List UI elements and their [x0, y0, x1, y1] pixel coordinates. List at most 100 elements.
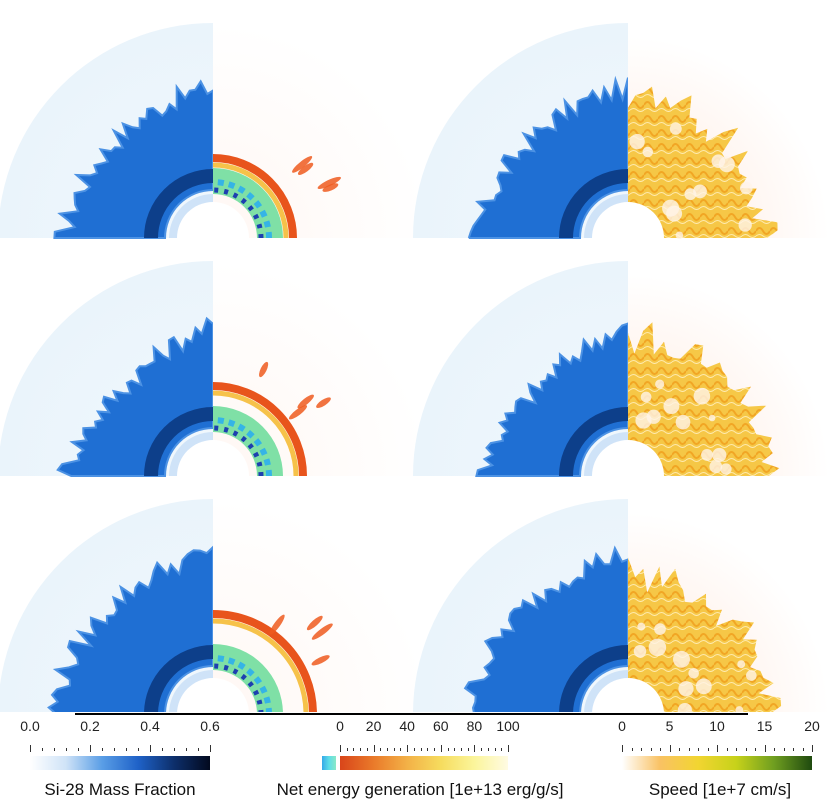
- energy-background-wedge: [213, 261, 428, 476]
- energy-cool-ring: [212, 179, 272, 239]
- colorbar-major-tick: [373, 745, 375, 752]
- si28-inner-ring: [559, 645, 629, 715]
- core-center: [177, 202, 213, 238]
- colorbar-minor-tick: [102, 748, 103, 751]
- speed-colorbar-title: Speed [1e+7 cm/s]: [648, 780, 792, 799]
- colorbar-minor-tick: [126, 748, 127, 751]
- colorbar-minor-tick: [162, 748, 163, 751]
- speed-eddy: [675, 231, 684, 240]
- colorbar-minor-tick: [42, 748, 43, 751]
- energy-flame-front: [212, 382, 307, 477]
- colorbar-minor-tick: [707, 748, 709, 751]
- speed-eddy: [662, 199, 680, 217]
- colorbar-minor-tick: [413, 748, 415, 751]
- colorbar-minor-tick: [380, 748, 382, 751]
- energy-wisp: [316, 397, 331, 408]
- energy-colorbar-title: Net energy generation [1e+13 erg/g/s]: [276, 780, 564, 799]
- colorbar-minor-tick: [198, 748, 199, 751]
- speed-turbulent-region: [628, 86, 778, 238]
- energy-core-center: [213, 440, 249, 476]
- speed-eddy: [693, 387, 711, 405]
- colorbar-minor-tick: [78, 748, 79, 751]
- speed-eddy: [675, 414, 691, 430]
- colorbar-minor-tick: [481, 748, 483, 751]
- colorbar-minor-tick: [454, 748, 456, 751]
- colorbar-minor-tick: [360, 748, 362, 751]
- speed-eddy: [708, 414, 716, 422]
- core-center: [592, 678, 628, 714]
- colorbar-major-tick: [150, 745, 151, 752]
- energy-colorbar-gradient: [340, 756, 508, 770]
- colorbar-tick-label: 20: [804, 718, 820, 734]
- simulation-panels-svg: [0, 23, 829, 718]
- colorbar-major-tick: [669, 745, 671, 752]
- colorbar-minor-tick: [650, 748, 652, 751]
- colorbar-tick-label: 0.2: [80, 718, 100, 734]
- quarter-panel: [413, 23, 829, 240]
- colorbar-tick-label: 0: [336, 718, 344, 734]
- colorbar-major-tick: [440, 745, 442, 752]
- energy-wisp: [259, 361, 269, 378]
- si28-inner-ring: [144, 169, 214, 239]
- energy-core-center: [213, 678, 249, 714]
- speed-eddy: [678, 681, 694, 697]
- speed-eddy: [640, 391, 652, 403]
- energy-wisp: [306, 615, 323, 631]
- quarter-panel: [0, 261, 428, 477]
- quarter-panel: [0, 23, 428, 239]
- colorbar-tick-label: 100: [496, 718, 520, 734]
- energy-background-wedge: [213, 499, 428, 714]
- colorbar-minor-tick: [387, 748, 389, 751]
- colorbar-major-tick: [508, 745, 509, 752]
- energy-wisp: [311, 655, 330, 666]
- speed-eddy: [635, 412, 652, 429]
- energy-flame-inner: [212, 162, 289, 239]
- colorbar-minor-tick: [138, 748, 139, 751]
- simulation-panel-grid: [0, 23, 829, 718]
- si28-colorbar-gradient: [30, 756, 210, 770]
- colorbar-minor-tick: [427, 748, 429, 751]
- speed-eddy: [673, 650, 690, 668]
- colorbar-tick-label: 0.6: [200, 718, 220, 734]
- colorbar-major-tick: [407, 745, 409, 752]
- energy-flame-front: [212, 610, 317, 715]
- speed-eddy: [654, 623, 666, 635]
- core-center: [592, 440, 628, 476]
- speed-turbulent-region: [628, 557, 782, 714]
- colorbar-minor-tick: [501, 748, 503, 751]
- energy-core-center: [213, 202, 249, 238]
- colorbar-minor-tick: [745, 748, 747, 751]
- colorbar-minor-tick: [688, 748, 690, 751]
- si28-inner-ring: [144, 407, 214, 477]
- speed-eddy: [633, 644, 647, 658]
- energy-wisp: [317, 176, 342, 189]
- energy-tick-row: [322, 736, 509, 752]
- energy-negative-swatch: [322, 756, 336, 770]
- colorbar-tick-label: 80: [466, 718, 483, 734]
- si28-inner-ring: [559, 169, 629, 239]
- colorbar-tick-label: 20: [365, 718, 382, 734]
- energy-wisp: [269, 614, 285, 635]
- colorbar-major-tick: [622, 745, 623, 752]
- colorbar-minor-tick: [186, 748, 187, 751]
- speed-eddy: [737, 660, 746, 669]
- colorbar-major-tick: [812, 745, 813, 752]
- speed-core-center: [628, 440, 664, 476]
- colorbar-tick-label: 10: [709, 718, 725, 734]
- colorbar-minor-tick: [420, 748, 422, 751]
- energy-flame-front: [212, 154, 297, 239]
- colorbar-minor-tick: [698, 748, 699, 751]
- colorbar-minor-tick: [793, 748, 794, 751]
- colorbar-minor-tick: [434, 748, 436, 751]
- core-center: [592, 202, 628, 238]
- colorbar-major-tick: [340, 745, 341, 752]
- speed-eddy: [709, 460, 723, 473]
- si28-inner-ring: [144, 645, 214, 715]
- colorbar-major-tick: [717, 745, 718, 752]
- colorbar-minor-tick: [400, 748, 402, 751]
- colorbar-minor-tick: [736, 748, 737, 751]
- speed-eddy: [655, 379, 665, 389]
- colorbar-minor-tick: [393, 748, 395, 751]
- quarter-panel: [0, 499, 428, 715]
- colorbar-minor-tick: [353, 748, 355, 751]
